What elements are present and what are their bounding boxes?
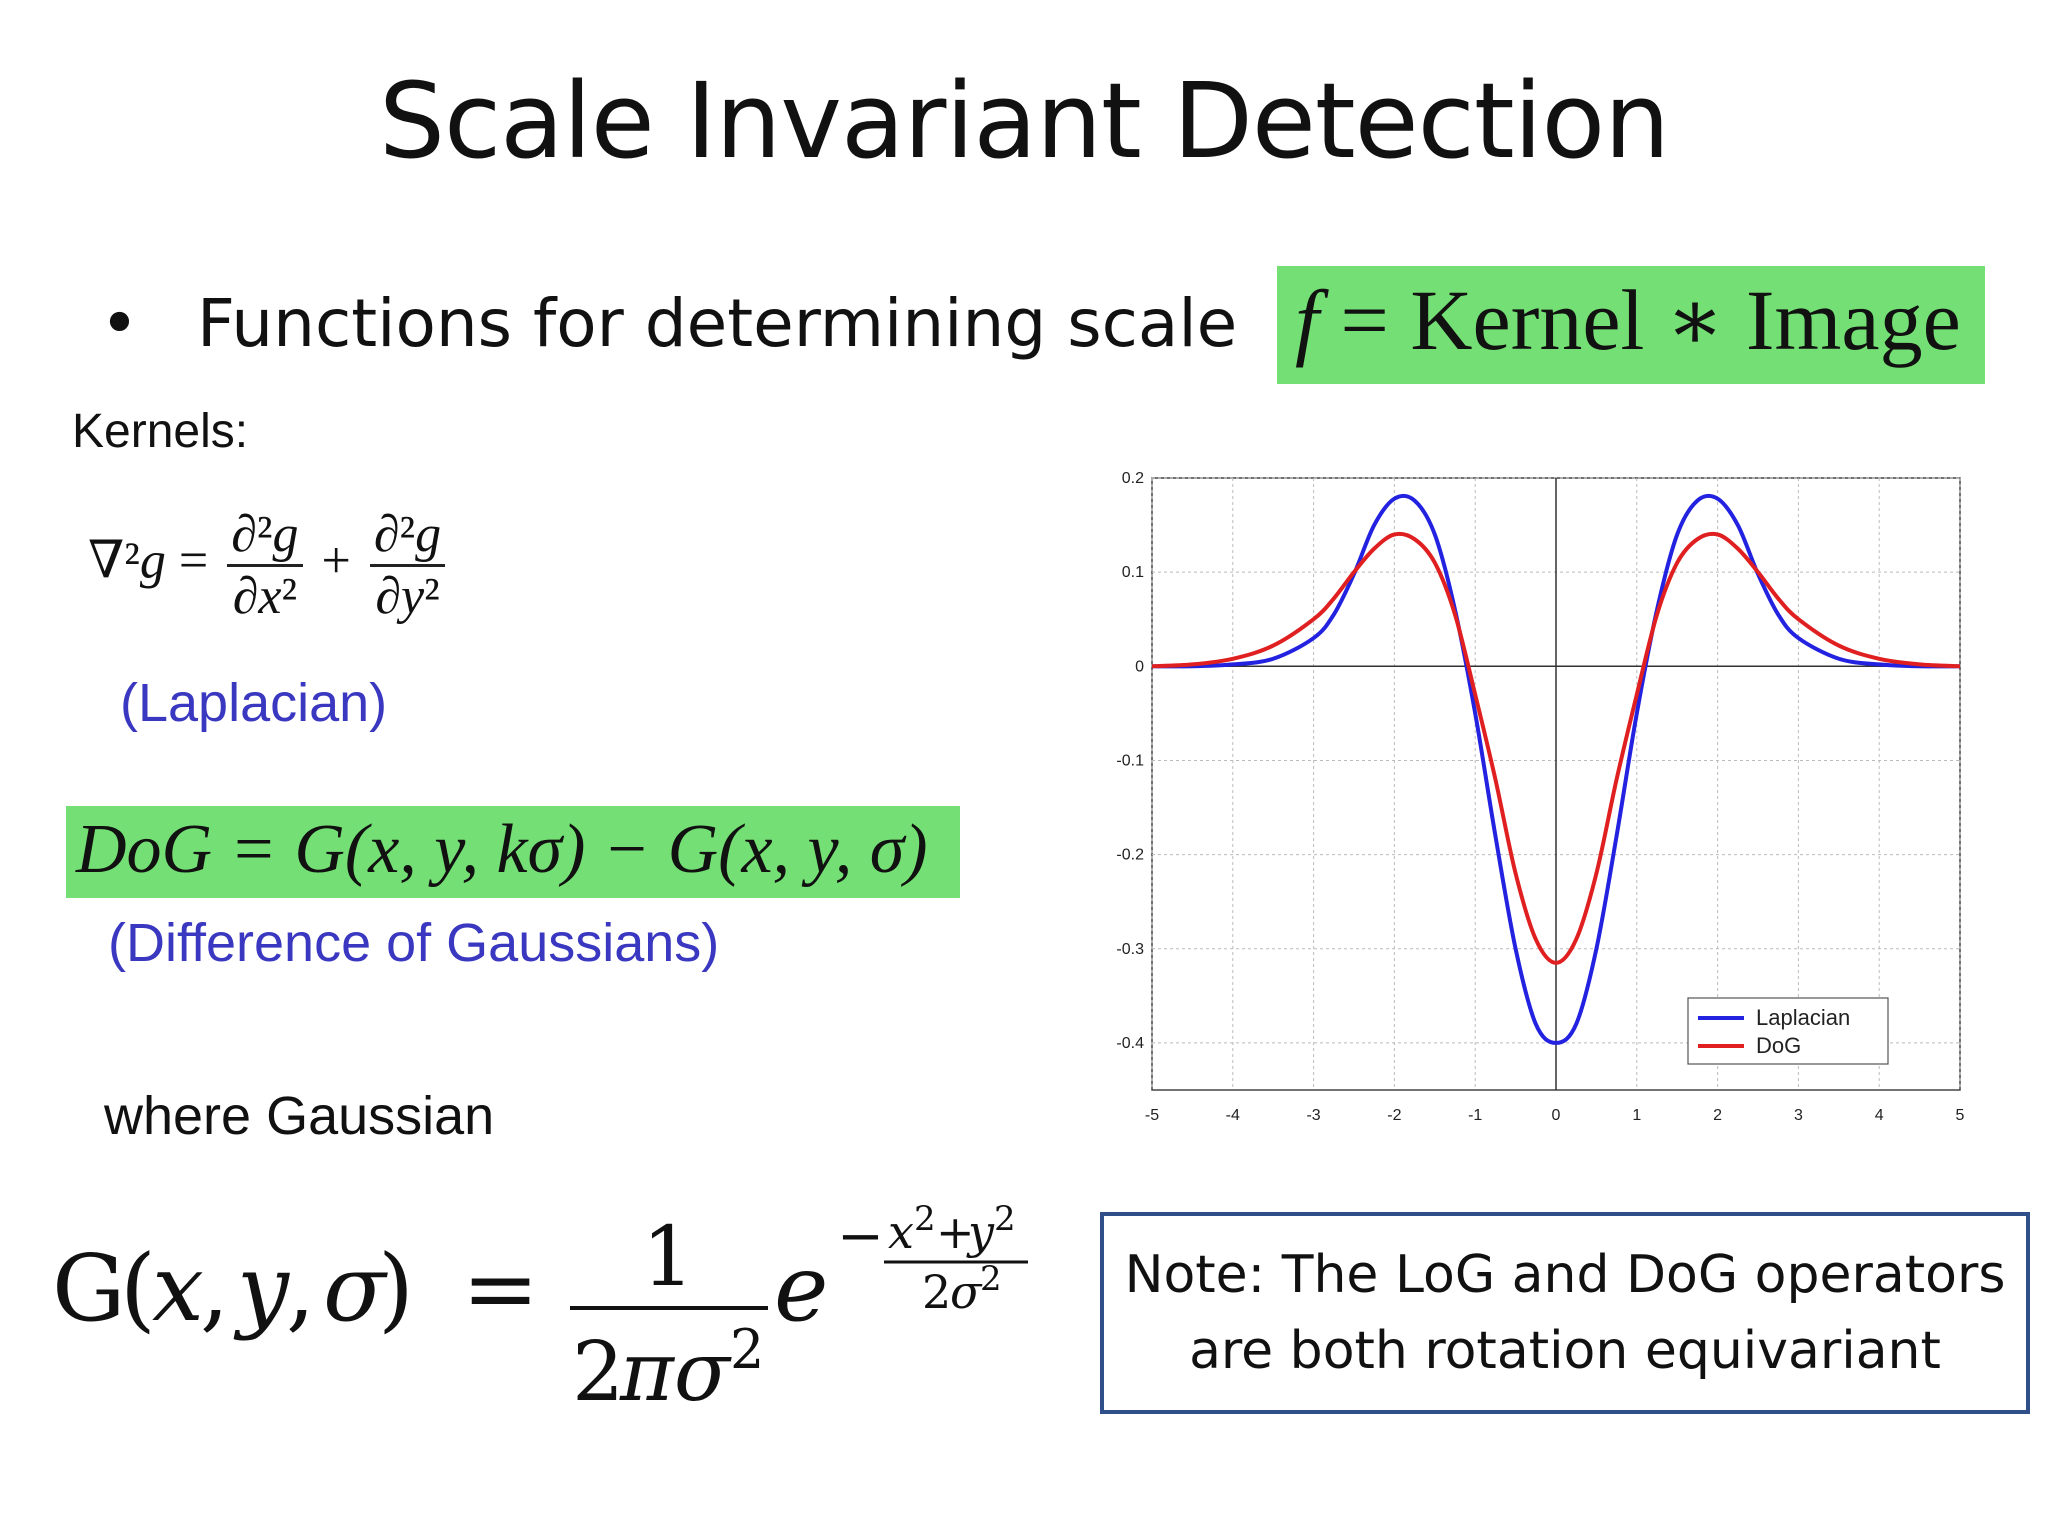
kernels-label: Kernels: bbox=[72, 405, 249, 458]
svg-text:2: 2 bbox=[980, 1259, 1002, 1299]
svg-text:e: e bbox=[774, 1235, 828, 1342]
x-tick-label: -4 bbox=[1226, 1107, 1240, 1124]
eq-star: ∗ bbox=[1644, 272, 1746, 368]
gaussian-equation: G ( x , y , σ ) = 1 2 πσ 2 e − x 2 + y 2… bbox=[52, 1199, 1028, 1420]
eq-f: f bbox=[1295, 272, 1319, 368]
svg-text:+: + bbox=[936, 1205, 975, 1259]
svg-text:2: 2 bbox=[572, 1325, 624, 1420]
svg-text:2: 2 bbox=[914, 1199, 936, 1239]
y-tick-label: -0.1 bbox=[1116, 752, 1144, 769]
svg-text:y: y bbox=[966, 1205, 995, 1259]
y-tick-label: -0.3 bbox=[1116, 941, 1144, 958]
y-tick-label: 0.1 bbox=[1122, 564, 1144, 581]
bullet-item: • Functions for determining scale bbox=[100, 285, 1237, 362]
series-line-dog bbox=[1151, 531, 1961, 965]
svg-text:2: 2 bbox=[922, 1265, 951, 1319]
laplacian-equation: ∇²g = ∂²g ∂x² + ∂²g ∂y² bbox=[88, 505, 451, 626]
x-tick-label: -5 bbox=[1145, 1107, 1159, 1124]
eq-equals: = bbox=[1318, 272, 1411, 368]
convolution-equation-box: f = Kernel ∗ Image bbox=[1277, 266, 1985, 384]
x-tick-label: 3 bbox=[1794, 1107, 1803, 1124]
where-gaussian-label: where Gaussian bbox=[104, 1086, 495, 1146]
x-tick-label: 4 bbox=[1875, 1107, 1884, 1124]
svg-text:1: 1 bbox=[642, 1210, 694, 1305]
y-tick-label: 0 bbox=[1135, 658, 1144, 675]
bullet-icon: • bbox=[100, 285, 139, 362]
svg-text:2: 2 bbox=[994, 1199, 1016, 1239]
slide-title: Scale Invariant Detection bbox=[378, 60, 1670, 182]
series-line-laplacian bbox=[1151, 493, 1961, 1045]
y-tick-label: -0.2 bbox=[1116, 847, 1144, 864]
svg-text:x: x bbox=[152, 1235, 204, 1342]
x-tick-label: -1 bbox=[1468, 1107, 1482, 1124]
x-tick-label: 5 bbox=[1956, 1107, 1965, 1124]
svg-text:σ: σ bbox=[950, 1265, 983, 1319]
svg-text:,: , bbox=[286, 1235, 315, 1342]
dog-equation-box: DoG = G(x, y, kσ) − G(x, y, σ) bbox=[66, 806, 960, 898]
laplacian-label: (Laplacian) bbox=[120, 673, 388, 733]
eq-image: Image bbox=[1745, 272, 1961, 368]
x-tick-label: 0 bbox=[1552, 1107, 1561, 1124]
y-tick-label: -0.4 bbox=[1116, 1035, 1144, 1052]
bullet-text: Functions for determining scale bbox=[196, 285, 1238, 362]
svg-text:): ) bbox=[378, 1235, 414, 1342]
note-line-2: are both rotation equivariant bbox=[1189, 1321, 1941, 1381]
svg-text:−: − bbox=[837, 1204, 884, 1269]
svg-text:(: ( bbox=[120, 1235, 156, 1342]
svg-text:y: y bbox=[233, 1235, 290, 1342]
legend-label-laplacian: Laplacian bbox=[1756, 1005, 1850, 1030]
note-line-1: Note: The LoG and DoG operators bbox=[1124, 1245, 2006, 1305]
eq-kernel: Kernel bbox=[1410, 272, 1645, 368]
svg-text:,: , bbox=[200, 1235, 229, 1342]
svg-text:G: G bbox=[52, 1235, 126, 1342]
dog-label: (Difference of Gaussians) bbox=[108, 913, 720, 973]
x-tick-label: 2 bbox=[1713, 1107, 1722, 1124]
y-tick-label: 0.2 bbox=[1122, 470, 1144, 487]
log-dog-chart: -5 -4 -3 -2 -1 0 1 2 3 4 5 0.2 0.1 0 -0.1 -0.2 -0.3 -0.4 L… bbox=[1116, 470, 1965, 1124]
legend-label-dog: DoG bbox=[1756, 1033, 1801, 1058]
x-tick-label: 1 bbox=[1632, 1107, 1641, 1124]
svg-text:2: 2 bbox=[730, 1318, 764, 1381]
svg-text:=: = bbox=[462, 1235, 539, 1342]
svg-text:σ: σ bbox=[323, 1235, 388, 1342]
svg-text:πσ: πσ bbox=[619, 1325, 732, 1420]
note-box: Note: The LoG and DoG operators are both… bbox=[1100, 1212, 2030, 1414]
x-tick-label: -2 bbox=[1387, 1107, 1401, 1124]
svg-text:x: x bbox=[888, 1205, 914, 1259]
dog-equation: DoG = G(x, y, kσ) − G(x, y, σ) bbox=[76, 811, 928, 888]
convolution-equation: f = Kernel ∗ Image bbox=[1295, 270, 1961, 370]
chart-legend bbox=[1687, 997, 1889, 1065]
x-tick-label: -3 bbox=[1306, 1107, 1320, 1124]
